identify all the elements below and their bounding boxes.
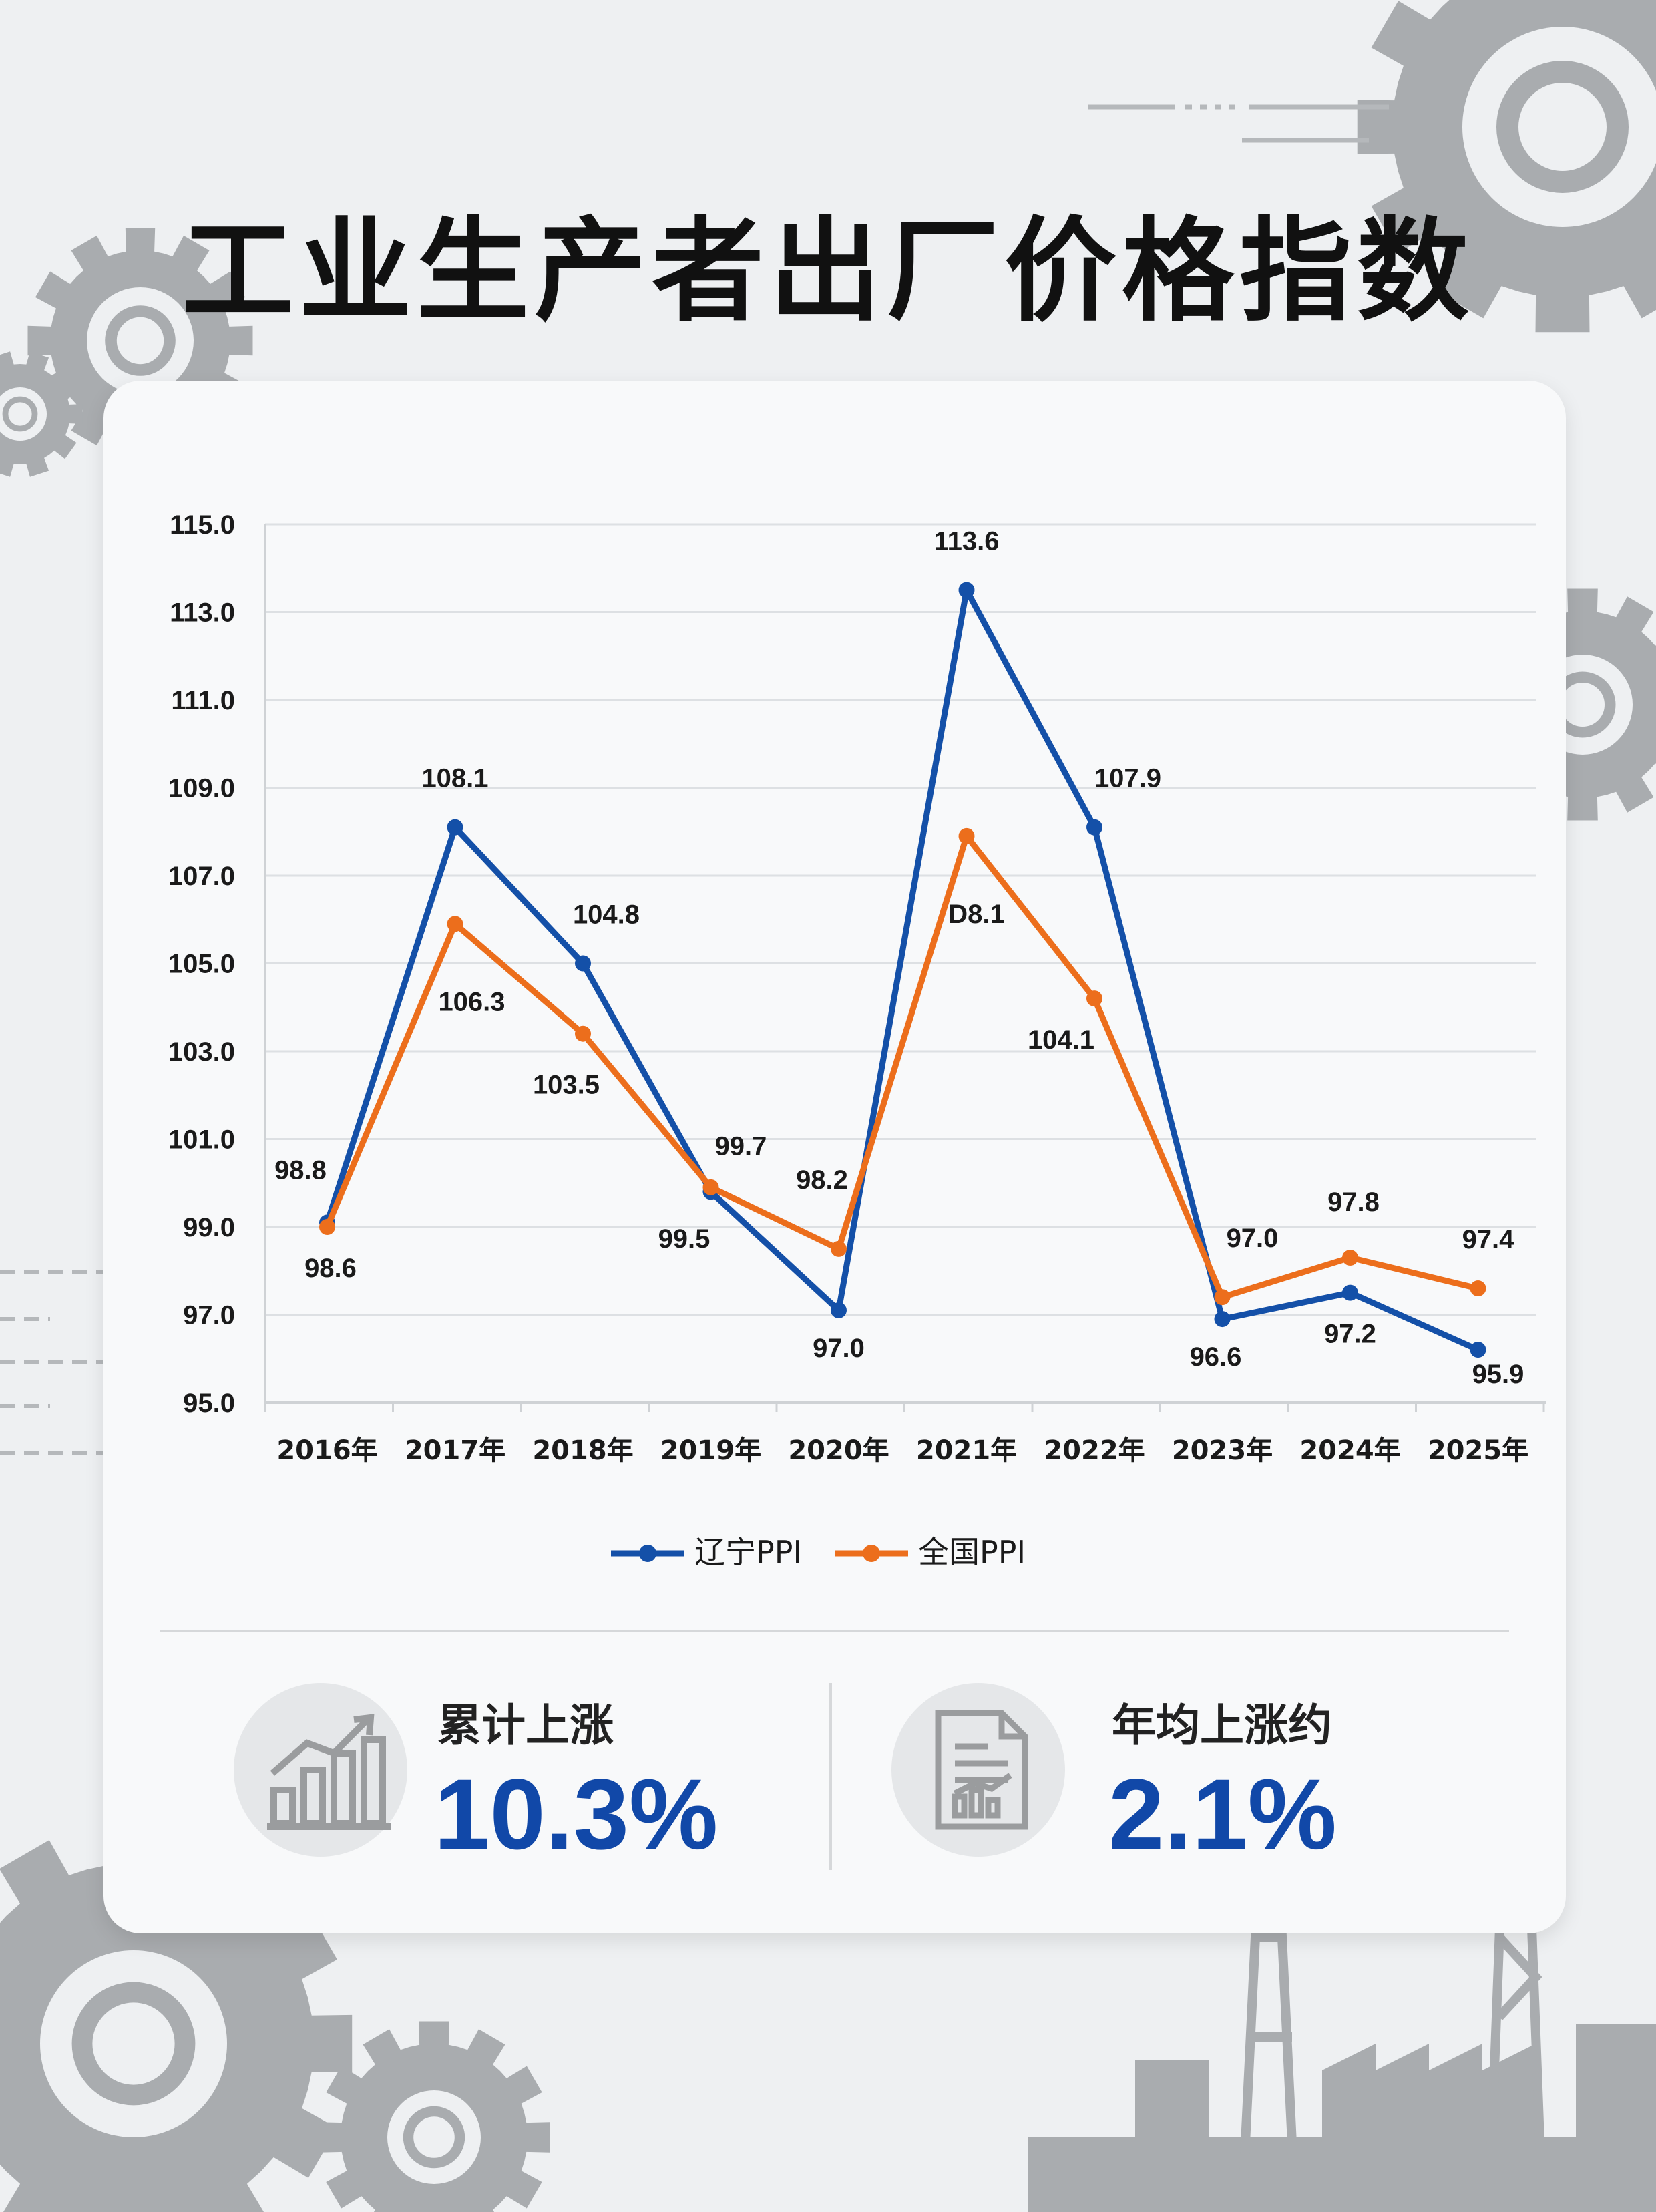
legend: 辽宁PPI 全国PPI [611, 1534, 1026, 1570]
data-label: 96.6 [1190, 1342, 1242, 1372]
gear-icon [0, 351, 83, 477]
document-chart-icon [891, 1683, 1065, 1857]
legend-label: 全国PPI [918, 1534, 1026, 1570]
data-point [1470, 1280, 1486, 1297]
y-tick-label: 109.0 [168, 774, 235, 803]
series-line [324, 587, 1480, 1353]
legend-label: 辽宁PPI [694, 1534, 802, 1570]
data-label: 104.8 [573, 900, 640, 930]
data-point [447, 916, 463, 932]
data-point [447, 819, 463, 836]
data-label: 98.8 [274, 1155, 327, 1185]
x-tick-label: 2024年 [1299, 1435, 1400, 1466]
data-label: 103.5 [533, 1071, 600, 1100]
data-label: 97.2 [1324, 1320, 1376, 1349]
stat-value-cumulative: 10.3% [434, 1758, 718, 1870]
page-title: 工业生产者出厂价格指数 [182, 206, 1474, 337]
factory-silhouette [1028, 2024, 1656, 2212]
data-label: 99.5 [658, 1224, 710, 1254]
x-tick-label: 2018年 [532, 1435, 633, 1466]
stat-label-cumulative: 累计上涨 [437, 1700, 614, 1751]
data-point [1214, 1289, 1231, 1306]
ppi-line-chart: 95.0 97.0 99.0 101.0 103.0 105.0 107.0 109.0 111… [168, 510, 1546, 1570]
data-point [1086, 819, 1102, 836]
y-tick-label: 105.0 [168, 950, 235, 979]
data-label: 95.9 [1472, 1360, 1524, 1389]
x-tick-label: 2022年 [1044, 1435, 1145, 1466]
data-label: 97.0 [813, 1334, 865, 1363]
y-tick-label: 99.0 [183, 1213, 235, 1242]
data-point [831, 1302, 847, 1318]
x-tick-label: 2021年 [916, 1435, 1017, 1466]
y-tick-label: 103.0 [168, 1037, 235, 1067]
dashed-lines-decoration [0, 1270, 104, 1455]
data-label: 107.9 [1094, 764, 1161, 793]
y-tick-label: 111.0 [171, 686, 235, 715]
data-label: 97.8 [1327, 1187, 1380, 1217]
y-tick-label: 101.0 [168, 1125, 235, 1155]
data-point [1342, 1250, 1358, 1266]
data-point [1086, 990, 1102, 1007]
stats-divider [829, 1683, 832, 1870]
gear-icon [318, 2021, 550, 2212]
data-point [702, 1179, 719, 1195]
gear-icon [1357, 0, 1656, 333]
data-point [1342, 1284, 1358, 1301]
data-point [575, 955, 591, 972]
data-label: 104.1 [1028, 1025, 1094, 1055]
data-point [1470, 1342, 1486, 1358]
y-tick-label: 113.0 [170, 598, 235, 628]
x-tick-label: 2019年 [660, 1435, 761, 1466]
data-label: 108.1 [421, 764, 488, 793]
data-label: D8.1 [948, 900, 1005, 929]
x-tick-label: 2017年 [405, 1435, 505, 1466]
bar-chart-growth-icon [234, 1683, 407, 1857]
data-point [958, 582, 975, 598]
x-tick-label: 2023年 [1172, 1435, 1273, 1466]
data-label: 98.6 [304, 1254, 357, 1283]
data-label: 99.7 [715, 1131, 767, 1161]
x-tick-label: 2025年 [1428, 1435, 1528, 1466]
x-tick-label: 2016年 [276, 1435, 377, 1466]
y-tick-label: 115.0 [170, 510, 235, 540]
x-tick-label: 2020年 [788, 1435, 889, 1466]
data-label: 97.0 [1227, 1224, 1279, 1253]
data-point [319, 1219, 335, 1235]
legend-marker [863, 1545, 880, 1562]
data-label: 98.2 [796, 1165, 848, 1195]
chart-card: 95.0 97.0 99.0 101.0 103.0 105.0 107.0 109.0 111… [104, 381, 1566, 1933]
data-label: 97.4 [1462, 1225, 1515, 1254]
y-tick-label: 95.0 [183, 1389, 235, 1418]
data-point [958, 827, 975, 844]
series-liaoning [319, 582, 1486, 1358]
divider [160, 1630, 1509, 1632]
data-point [831, 1240, 847, 1257]
y-tick-label: 107.0 [168, 862, 235, 891]
data-point [1214, 1311, 1231, 1328]
stat-value-annual: 2.1% [1108, 1758, 1337, 1870]
legend-marker [639, 1545, 656, 1562]
data-label: 113.6 [934, 527, 1000, 556]
y-tick-label: 97.0 [183, 1301, 235, 1330]
top-lines-decoration [1088, 104, 1389, 143]
series-national [319, 827, 1486, 1306]
series-line [324, 833, 1479, 1300]
stat-label-annual: 年均上涨约 [1112, 1700, 1332, 1751]
data-label: 106.3 [438, 987, 505, 1017]
data-point [575, 1025, 591, 1042]
